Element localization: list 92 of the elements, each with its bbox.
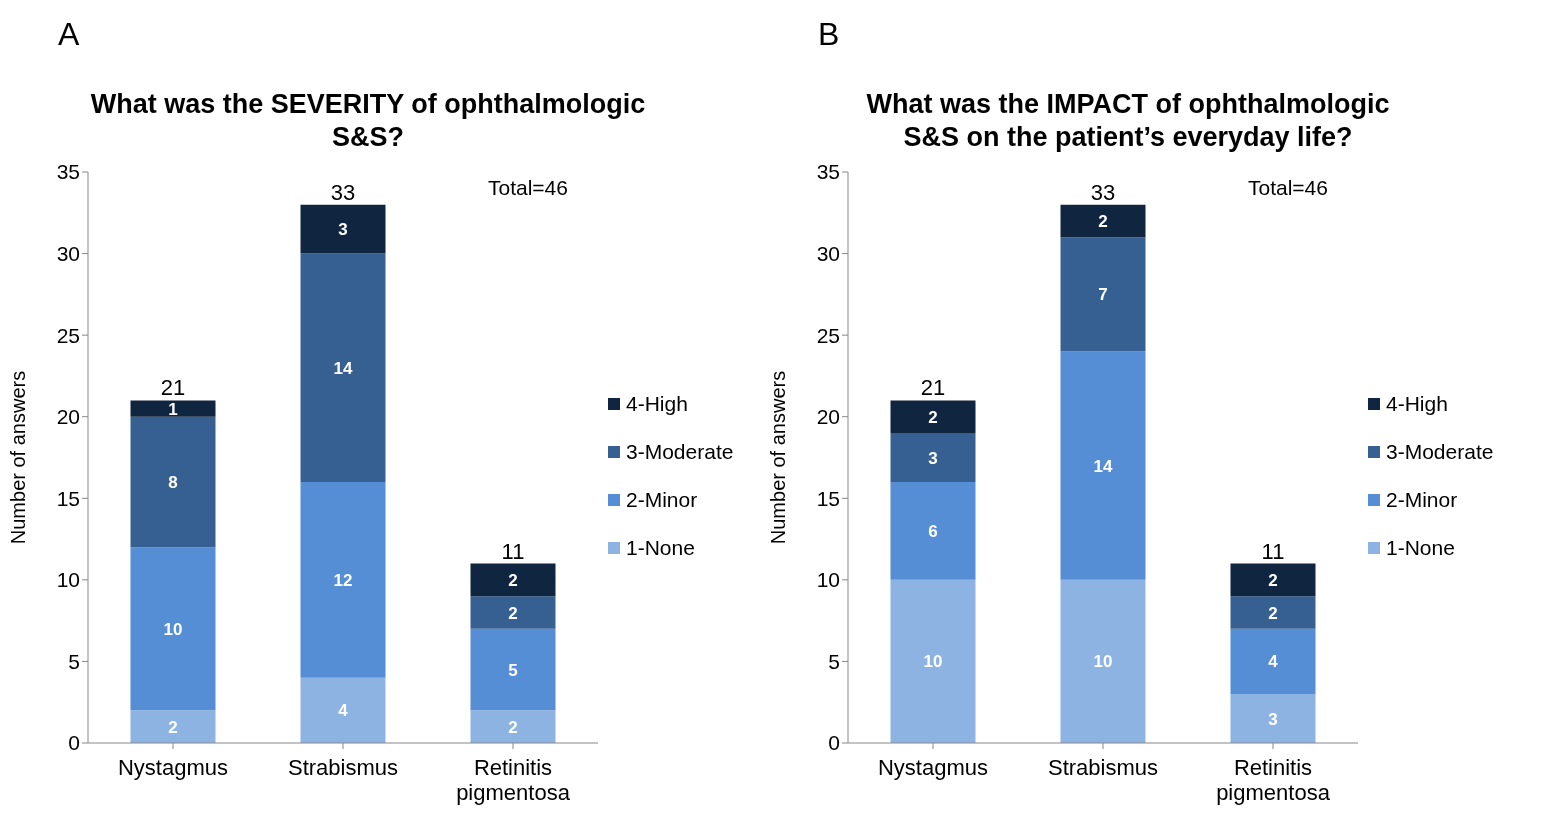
data-label: 2 (928, 407, 938, 427)
y-tick-label: 0 (68, 731, 80, 755)
bar (1060, 351, 1146, 580)
y-tick-label: 20 (816, 405, 840, 429)
y-tick-label: 35 (56, 160, 80, 184)
total-label: 33 (1090, 179, 1116, 205)
data-label: 2 (1268, 570, 1278, 590)
total-label: 11 (1261, 538, 1285, 564)
x-tick-label: Retinitis pigmentosa (456, 755, 571, 805)
legend-label: 2-Minor (1386, 488, 1458, 512)
y-tick-label: 15 (56, 486, 80, 510)
y-tick-label: 30 (56, 242, 80, 266)
bar (130, 710, 216, 743)
y-tick-label: 15 (816, 486, 840, 510)
bar (1230, 628, 1316, 695)
bar (470, 710, 556, 743)
bar (130, 400, 216, 417)
y-tick-label: 20 (56, 405, 80, 429)
annotation: Total=46 (1248, 176, 1328, 200)
bar (1060, 579, 1146, 743)
bar (130, 547, 216, 711)
x-tick-label: Nystagmus (877, 755, 989, 780)
data-label: 4 (1268, 652, 1279, 672)
y-tick-label: 10 (816, 568, 840, 592)
total-label: 33 (330, 179, 356, 205)
bar (890, 433, 976, 482)
y-tick-label: 5 (68, 649, 80, 673)
bar (300, 677, 386, 743)
data-label: 3 (338, 220, 348, 240)
data-label: 2 (508, 603, 518, 623)
data-label: 5 (508, 660, 518, 680)
data-label: 2 (168, 717, 178, 737)
y-tick-label: 30 (816, 242, 840, 266)
data-label: 1 (168, 399, 178, 419)
data-label: 2 (1268, 603, 1278, 623)
data-label: 10 (1093, 652, 1113, 672)
text: B (818, 16, 840, 53)
bar (300, 253, 386, 482)
y-tick-label: 25 (56, 323, 80, 347)
y-tick-label: 35 (816, 160, 840, 184)
y-tick-label: 10 (56, 568, 80, 592)
data-label: 2 (508, 717, 518, 737)
y-axis-title: Number of answers (7, 370, 30, 545)
legend-label: 2-Minor (626, 488, 698, 512)
data-label: 14 (333, 358, 353, 378)
total-label: 11 (501, 538, 525, 564)
bar (130, 416, 216, 548)
total-label: 21 (920, 375, 946, 401)
data-label: 8 (168, 473, 178, 493)
legend-label: 3-Moderate (1386, 440, 1494, 464)
bar (1230, 694, 1316, 743)
data-label: 10 (163, 619, 183, 639)
data-label: 10 (923, 652, 943, 672)
bar (470, 563, 556, 597)
data-label: 4 (338, 701, 349, 721)
annotation: Total=46 (488, 176, 568, 200)
text: A (58, 16, 80, 53)
bar (470, 628, 556, 711)
x-tick-label: Strabismus (1047, 755, 1159, 780)
bar (1230, 596, 1316, 629)
data-label: 14 (1093, 456, 1113, 476)
legend-label: 1-None (1386, 536, 1455, 560)
bar (1060, 237, 1146, 352)
y-tick-label: 5 (828, 649, 840, 673)
bar (890, 481, 976, 580)
legend-label: 1-None (626, 536, 695, 560)
legend-label: 4-High (626, 392, 688, 416)
data-label: 6 (928, 521, 938, 541)
bar (470, 596, 556, 629)
y-axis-title: Number of answers (767, 370, 790, 545)
legend-label: 4-High (1386, 392, 1448, 416)
chart-title: What was the IMPACT of ophthalmologic S&S on the patient’s everyday life? (865, 88, 1391, 154)
bar (890, 400, 976, 434)
data-label: 2 (1098, 211, 1108, 231)
data-label: 3 (1268, 709, 1278, 729)
bar (300, 481, 386, 678)
total-label: 21 (160, 375, 186, 401)
y-tick-label: 0 (828, 731, 840, 755)
legend-label: 3-Moderate (626, 440, 734, 464)
data-label: 12 (333, 570, 353, 590)
bar (1230, 563, 1316, 597)
data-label: 3 (928, 448, 938, 468)
bar (890, 579, 976, 743)
bar (1060, 204, 1146, 238)
y-tick-label: 25 (816, 323, 840, 347)
x-tick-label: Nystagmus (117, 755, 229, 780)
x-tick-label: Retinitis pigmentosa (1216, 755, 1331, 805)
data-label: 2 (508, 570, 518, 590)
data-label: 7 (1098, 285, 1108, 305)
x-tick-label: Strabismus (287, 755, 399, 780)
chart-title: What was the SEVERITY of ophthalmologic S&S? (89, 88, 647, 154)
bar (300, 204, 386, 254)
